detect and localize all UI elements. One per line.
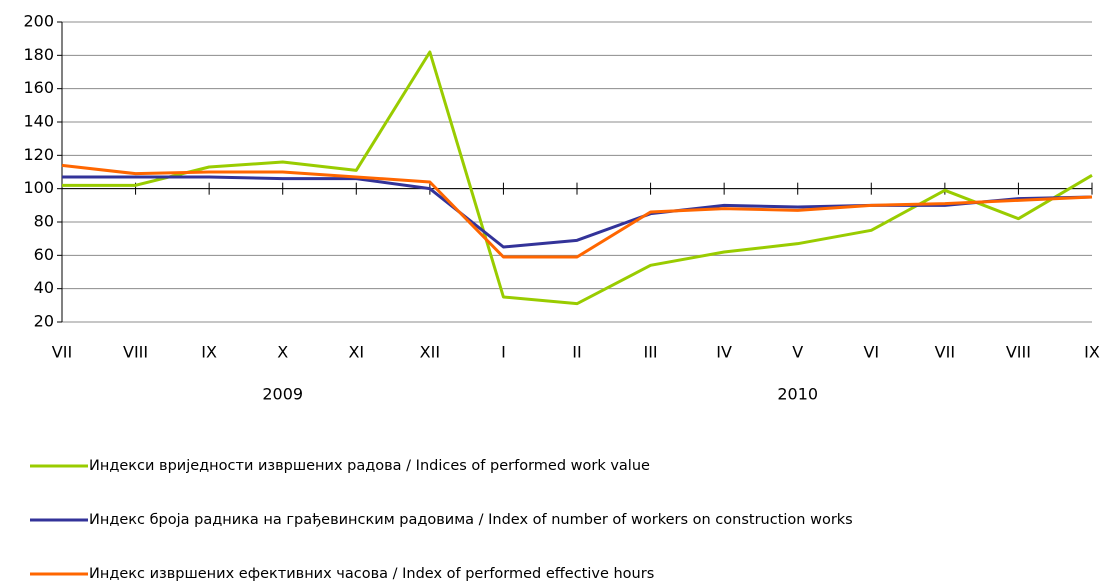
x-tick-label: VI [863,343,879,362]
x-tick-label: IX [201,343,217,362]
x-tick-label: II [572,343,581,362]
x-tick-label: I [501,343,506,362]
x-tick-label: XI [348,343,364,362]
y-tick-label: 140 [23,112,54,131]
group-label: 2009 [262,385,303,404]
y-tick-label: 80 [34,212,54,231]
y-tick-label: 60 [34,245,54,264]
x-tick-label: VIII [1006,343,1031,362]
y-tick-label: 20 [34,312,54,331]
x-tick-label: IV [716,343,732,362]
x-tick-label: XII [420,343,440,362]
series-line [61,163,1093,259]
legend-label: Индекс броја радника на грађевинским рад… [89,512,853,528]
y-tick-label: 40 [34,278,54,297]
x-tick-label: VII [935,343,955,362]
legend-label: Индекси вриједности извршених радова / I… [89,458,650,474]
x-tick-label: III [643,343,657,362]
x-tick-label: VIII [123,343,148,362]
y-tick-label: 120 [23,145,54,164]
group-label: 2010 [777,385,818,404]
legend-label: Индекс извршених ефективних часова / Ind… [89,566,654,582]
x-tick-label: V [792,343,803,362]
x-tick-label: IX [1084,343,1100,362]
y-tick-label: 100 [23,178,54,197]
y-tick-label: 180 [23,45,54,64]
y-tick-label: 200 [23,12,54,31]
y-tick-label: 160 [23,78,54,97]
x-tick-label: VII [52,343,72,362]
x-tick-label: X [277,343,288,362]
